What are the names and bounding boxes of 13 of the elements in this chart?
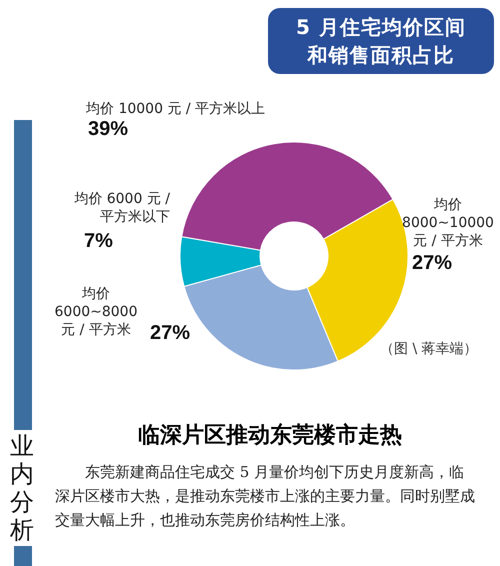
chart-title: 5 月住宅均价区间和销售面积占比	[268, 8, 494, 74]
text: 临深片区推动东莞楼市走热	[137, 421, 403, 450]
slice-label: 均价 6000~8000 元 / 平方米	[54, 285, 138, 339]
text: （图 \ 蒋幸端）	[380, 340, 478, 358]
slice-label: 均价 6000 元 / 平方米以下	[73, 190, 170, 226]
slice-label: 均价 10000 元 / 平方米以上	[86, 100, 266, 118]
slice-label: 均价 8000~10000 元 / 平方米	[402, 196, 494, 250]
data-label: 27%	[150, 322, 190, 345]
text: 业内分析	[6, 432, 38, 544]
data-label: 39%	[88, 118, 128, 141]
text: 东莞新建商品住宅成交 5 月量价均创下历史月度新高，临深片区楼市大热，是推动东莞楼市上涨的主要力量。同时别墅成交量大幅上升，也推动东莞房价结构性上涨。	[55, 462, 475, 531]
data-label: 27%	[412, 252, 452, 275]
data-label: 7%	[84, 230, 113, 253]
